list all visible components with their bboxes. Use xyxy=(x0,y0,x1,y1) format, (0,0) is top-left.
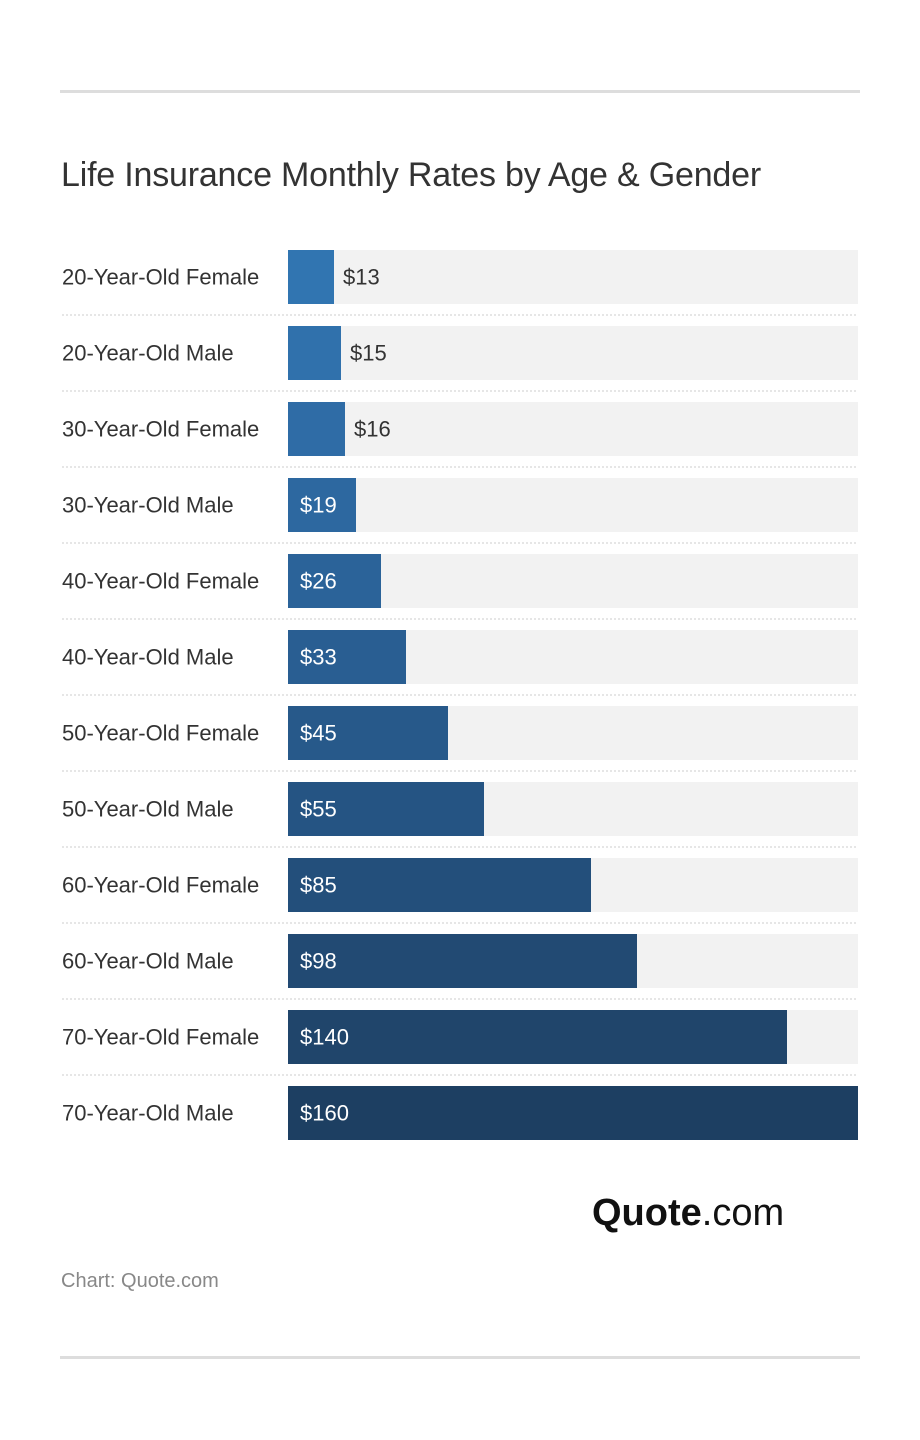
category-label: 30-Year-Old Female xyxy=(62,417,259,442)
bar xyxy=(288,1010,787,1064)
data-label: $33 xyxy=(300,645,337,670)
category-label: 30-Year-Old Male xyxy=(62,493,234,518)
bottom-divider xyxy=(60,1356,860,1359)
category-label: 60-Year-Old Male xyxy=(62,949,234,974)
data-label: $19 xyxy=(300,493,337,518)
category-label: 20-Year-Old Male xyxy=(62,341,234,366)
bar-track xyxy=(288,402,858,456)
category-label: 60-Year-Old Female xyxy=(62,873,259,898)
data-label: $15 xyxy=(350,341,387,366)
bar xyxy=(288,630,406,684)
data-label: $26 xyxy=(300,569,337,594)
bar-track xyxy=(288,326,858,380)
category-label: 50-Year-Old Female xyxy=(62,721,259,746)
bar-track xyxy=(288,478,858,532)
data-label: $55 xyxy=(300,797,337,822)
chart-source: Chart: Quote.com xyxy=(61,1270,219,1292)
bar xyxy=(288,326,341,380)
bar xyxy=(288,782,484,836)
category-label: 70-Year-Old Female xyxy=(62,1025,259,1050)
bar xyxy=(288,478,356,532)
bar xyxy=(288,934,637,988)
data-label: $16 xyxy=(354,417,391,442)
data-label: $13 xyxy=(343,265,380,290)
bar-track xyxy=(288,250,858,304)
bar xyxy=(288,402,345,456)
logo-brand: Quote xyxy=(592,1192,702,1234)
bar-chart: 20-Year-Old Female $13 20-Year-Old Male $15… xyxy=(62,250,858,1140)
quote-logo: Quote.com xyxy=(592,1192,784,1235)
chart-title: Life Insurance Monthly Rates by Age & Ge… xyxy=(61,156,761,194)
category-label: 70-Year-Old Male xyxy=(62,1101,234,1126)
data-label: $160 xyxy=(300,1101,349,1126)
data-label: $98 xyxy=(300,949,337,974)
logo-tld: .com xyxy=(701,1192,785,1234)
bar xyxy=(288,1086,858,1140)
bar xyxy=(288,858,591,912)
bar xyxy=(288,706,448,760)
bar-track xyxy=(288,554,858,608)
data-label: $45 xyxy=(300,721,337,746)
top-divider xyxy=(60,90,860,93)
category-label: 20-Year-Old Female xyxy=(62,265,259,290)
category-label: 40-Year-Old Female xyxy=(62,569,259,594)
bar xyxy=(288,554,381,608)
category-label: 40-Year-Old Male xyxy=(62,645,234,670)
data-label: $85 xyxy=(300,873,337,898)
data-label: $140 xyxy=(300,1025,349,1050)
bar xyxy=(288,250,334,304)
category-label: 50-Year-Old Male xyxy=(62,797,234,822)
